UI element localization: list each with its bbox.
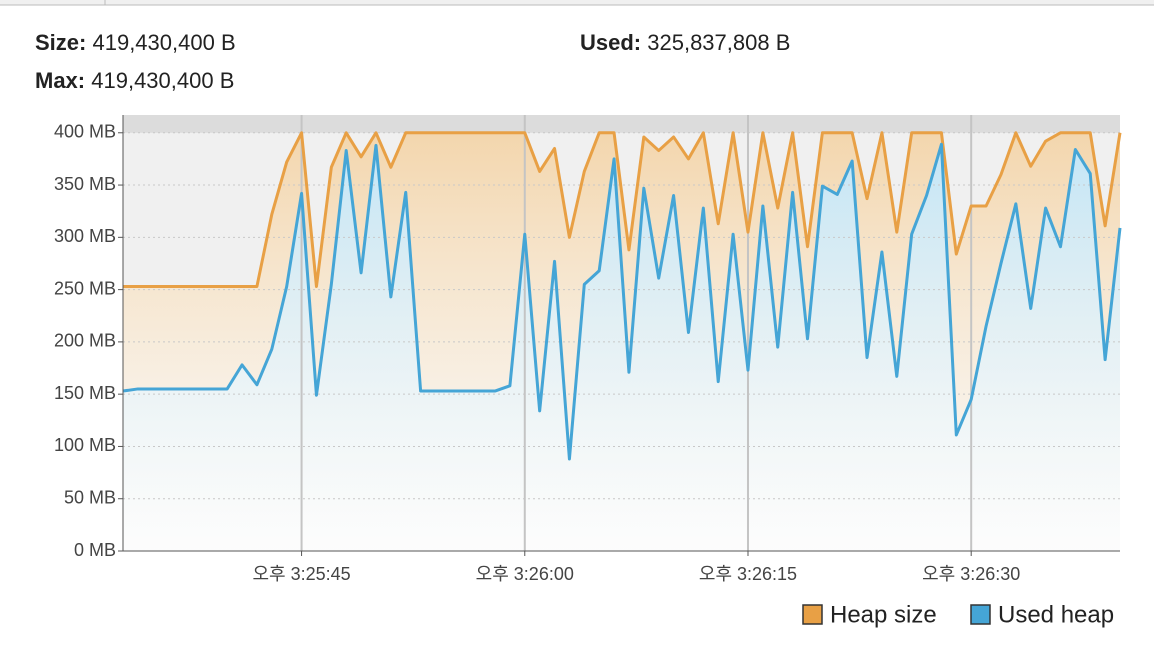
y-tick-label: 0 MB bbox=[74, 540, 116, 560]
x-tick-label: 오후 3:26:15 bbox=[699, 564, 797, 584]
y-tick-label: 50 MB bbox=[64, 487, 116, 507]
legend-swatch bbox=[802, 604, 823, 625]
series-line bbox=[123, 131, 1122, 288]
max-label: Max: bbox=[35, 68, 85, 93]
series-line bbox=[122, 142, 1122, 461]
legend-label: Heap size bbox=[830, 601, 937, 628]
y-tick-label: 100 MB bbox=[54, 435, 116, 455]
legend-swatch bbox=[970, 604, 991, 625]
max-info: Max: 419,430,400 B bbox=[35, 68, 234, 93]
size-info: Size: 419,430,400 B bbox=[35, 30, 236, 55]
y-tick-label: 200 MB bbox=[54, 331, 116, 351]
y-tick-label: 350 MB bbox=[54, 174, 116, 194]
x-tick-label: 오후 3:25:45 bbox=[252, 564, 350, 584]
max-value: 419,430,400 B bbox=[91, 68, 234, 93]
y-tick-label: 400 MB bbox=[54, 122, 116, 142]
legend-label: Used heap bbox=[998, 601, 1114, 628]
y-tick-label: 150 MB bbox=[54, 383, 116, 403]
used-value: 325,837,808 B bbox=[647, 30, 790, 55]
used-label: Used: bbox=[580, 30, 641, 55]
y-tick-label: 300 MB bbox=[54, 226, 116, 246]
y-tick-label: 250 MB bbox=[54, 278, 116, 298]
used-info: Used: 325,837,808 B bbox=[580, 30, 790, 55]
chart: 0 MB 50 MB 100 MB 150 MB 200 MB 250 MB 300 MB 3… bbox=[54, 115, 1122, 628]
plot-top-band bbox=[123, 115, 1120, 133]
tab-strip bbox=[0, 0, 1154, 5]
x-tick-label: 오후 3:26:30 bbox=[922, 564, 1020, 584]
size-label: Size: bbox=[35, 30, 86, 55]
area-fill bbox=[123, 144, 1120, 552]
size-value: 419,430,400 B bbox=[92, 30, 235, 55]
x-tick-label: 오후 3:26:00 bbox=[476, 564, 574, 584]
